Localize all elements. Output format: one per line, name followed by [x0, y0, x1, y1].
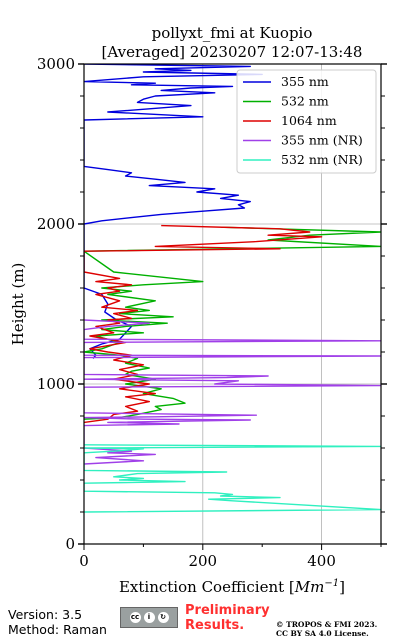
- preliminary-line1: Preliminary: [185, 603, 270, 618]
- by-icon: i: [143, 612, 155, 623]
- series-line-532-nm-nr-: [84, 444, 381, 513]
- x-axis-label-close: ]: [339, 578, 345, 596]
- cc-icon: cc: [129, 612, 141, 623]
- version-text: Version: 3.5: [8, 607, 83, 622]
- series-line-1064-nm: [84, 224, 323, 424]
- x-axis-label-exp: −1: [324, 578, 339, 589]
- y-tick-label: 1000: [37, 375, 75, 393]
- chart-subtitle: [Averaged] 20230207 12:07-13:48: [102, 43, 363, 61]
- series-line-355-nm: [84, 64, 263, 359]
- copyright-line1: © TROPOS & FMI 2023.: [276, 620, 378, 629]
- chart-title: pollyxt_fmi at Kuopio: [152, 24, 313, 42]
- y-tick-label: 0: [65, 535, 75, 553]
- plot-frame: [83, 63, 382, 545]
- x-tick-label: 200: [188, 552, 217, 570]
- legend: 355 nm 532 nm 1064 nm 355 nm (NR) 532 nm (NR…: [236, 69, 377, 174]
- legend-label: 532 nm: [281, 94, 329, 109]
- legend-box: [236, 69, 377, 174]
- method-text: Method: Raman: [8, 622, 107, 637]
- copyright-notice: © TROPOS & FMI 2023. CC BY SA 4.0 Licens…: [276, 620, 377, 638]
- x-tick-label: 400: [307, 552, 336, 570]
- sa-icon: ↻: [157, 612, 169, 623]
- legend-label: 355 nm: [281, 74, 329, 89]
- y-tick-label: 3000: [37, 55, 75, 73]
- x-axis-label-unit: Mm: [294, 578, 325, 596]
- preliminary-line2: Results.: [185, 618, 245, 633]
- ticks: 0 200 400 0 1000 2000 3000: [37, 55, 387, 570]
- chart: pollyxt_fmi at Kuopio [Averaged] 2023020…: [9, 24, 387, 596]
- preliminary-notice: Preliminary Results.: [185, 603, 270, 633]
- series-line-355-nm-nr-: [84, 319, 381, 465]
- legend-label: 355 nm (NR): [281, 133, 363, 148]
- legend-label: 532 nm (NR): [281, 152, 363, 167]
- series-layer: [84, 64, 381, 513]
- y-axis-label: Height (m): [9, 263, 27, 346]
- cc-license-badge[interactable]: cc i ↻: [120, 607, 178, 628]
- legend-label: 1064 nm: [281, 113, 337, 128]
- x-axis-label: Extinction Coefficient [Mm−1]: [119, 578, 345, 596]
- series-line-532-nm: [84, 226, 381, 420]
- x-axis-label-text: Extinction Coefficient [: [119, 578, 295, 596]
- y-tick-label: 2000: [37, 215, 75, 233]
- copyright-line2: CC BY SA 4.0 License.: [276, 629, 369, 638]
- x-tick-label: 0: [79, 552, 89, 570]
